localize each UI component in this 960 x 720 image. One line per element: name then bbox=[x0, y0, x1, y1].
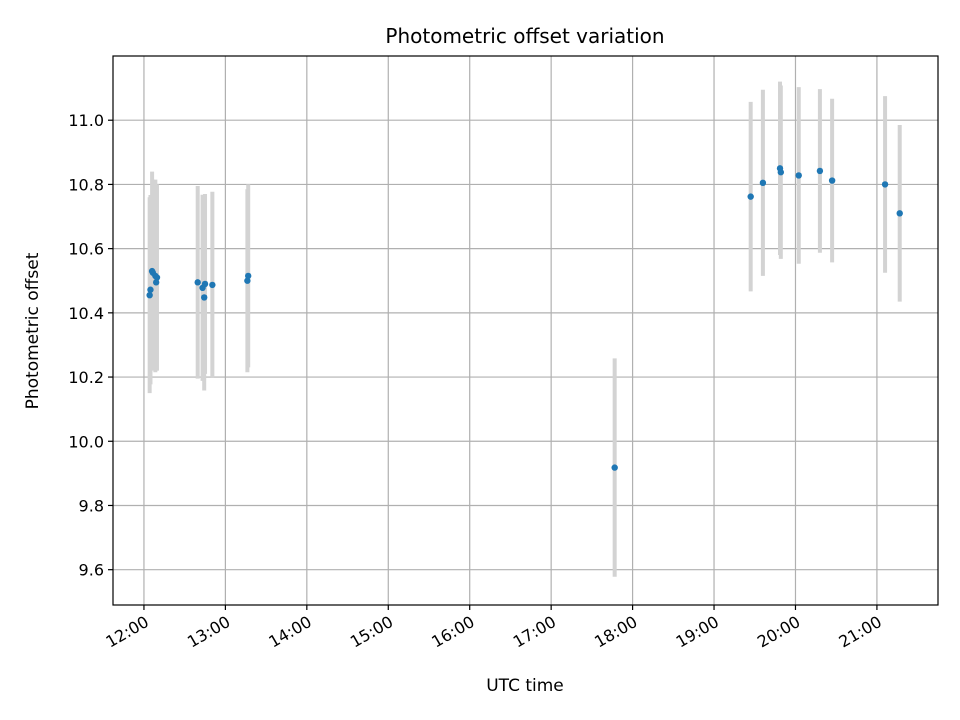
data-point bbox=[747, 193, 754, 200]
data-point bbox=[828, 177, 836, 184]
data-point bbox=[146, 291, 153, 299]
y-axis-label: Photometric offset bbox=[23, 252, 43, 409]
data-point bbox=[147, 286, 154, 293]
y-tick-label: 10.4 bbox=[68, 304, 104, 323]
data-point bbox=[153, 274, 161, 281]
data-point bbox=[152, 279, 160, 286]
y-tick-label: 10.8 bbox=[68, 175, 104, 194]
data-points bbox=[146, 165, 903, 471]
x-axis-label: UTC time bbox=[486, 676, 564, 696]
chart-title: Photometric offset variation bbox=[385, 24, 664, 48]
y-tick-label: 11.0 bbox=[68, 111, 104, 130]
data-point bbox=[816, 167, 824, 175]
data-point bbox=[896, 210, 903, 217]
data-point bbox=[244, 277, 251, 284]
data-point bbox=[209, 281, 216, 289]
y-tick-label: 10.6 bbox=[68, 240, 104, 259]
data-point bbox=[194, 279, 201, 286]
plot-area-frame bbox=[112, 55, 939, 606]
data-point bbox=[611, 464, 618, 471]
y-tick-label: 10.0 bbox=[68, 432, 104, 451]
data-point bbox=[795, 172, 802, 179]
y-tick-label: 9.8 bbox=[79, 496, 104, 515]
data-point bbox=[777, 169, 785, 176]
data-point bbox=[201, 280, 209, 288]
data-point bbox=[201, 294, 208, 301]
data-point bbox=[244, 272, 252, 280]
grid-lines bbox=[113, 56, 938, 605]
y-tick-label: 10.2 bbox=[68, 368, 104, 387]
data-point bbox=[759, 179, 767, 187]
y-tick-label: 9.6 bbox=[79, 561, 104, 580]
data-point bbox=[881, 181, 889, 188]
